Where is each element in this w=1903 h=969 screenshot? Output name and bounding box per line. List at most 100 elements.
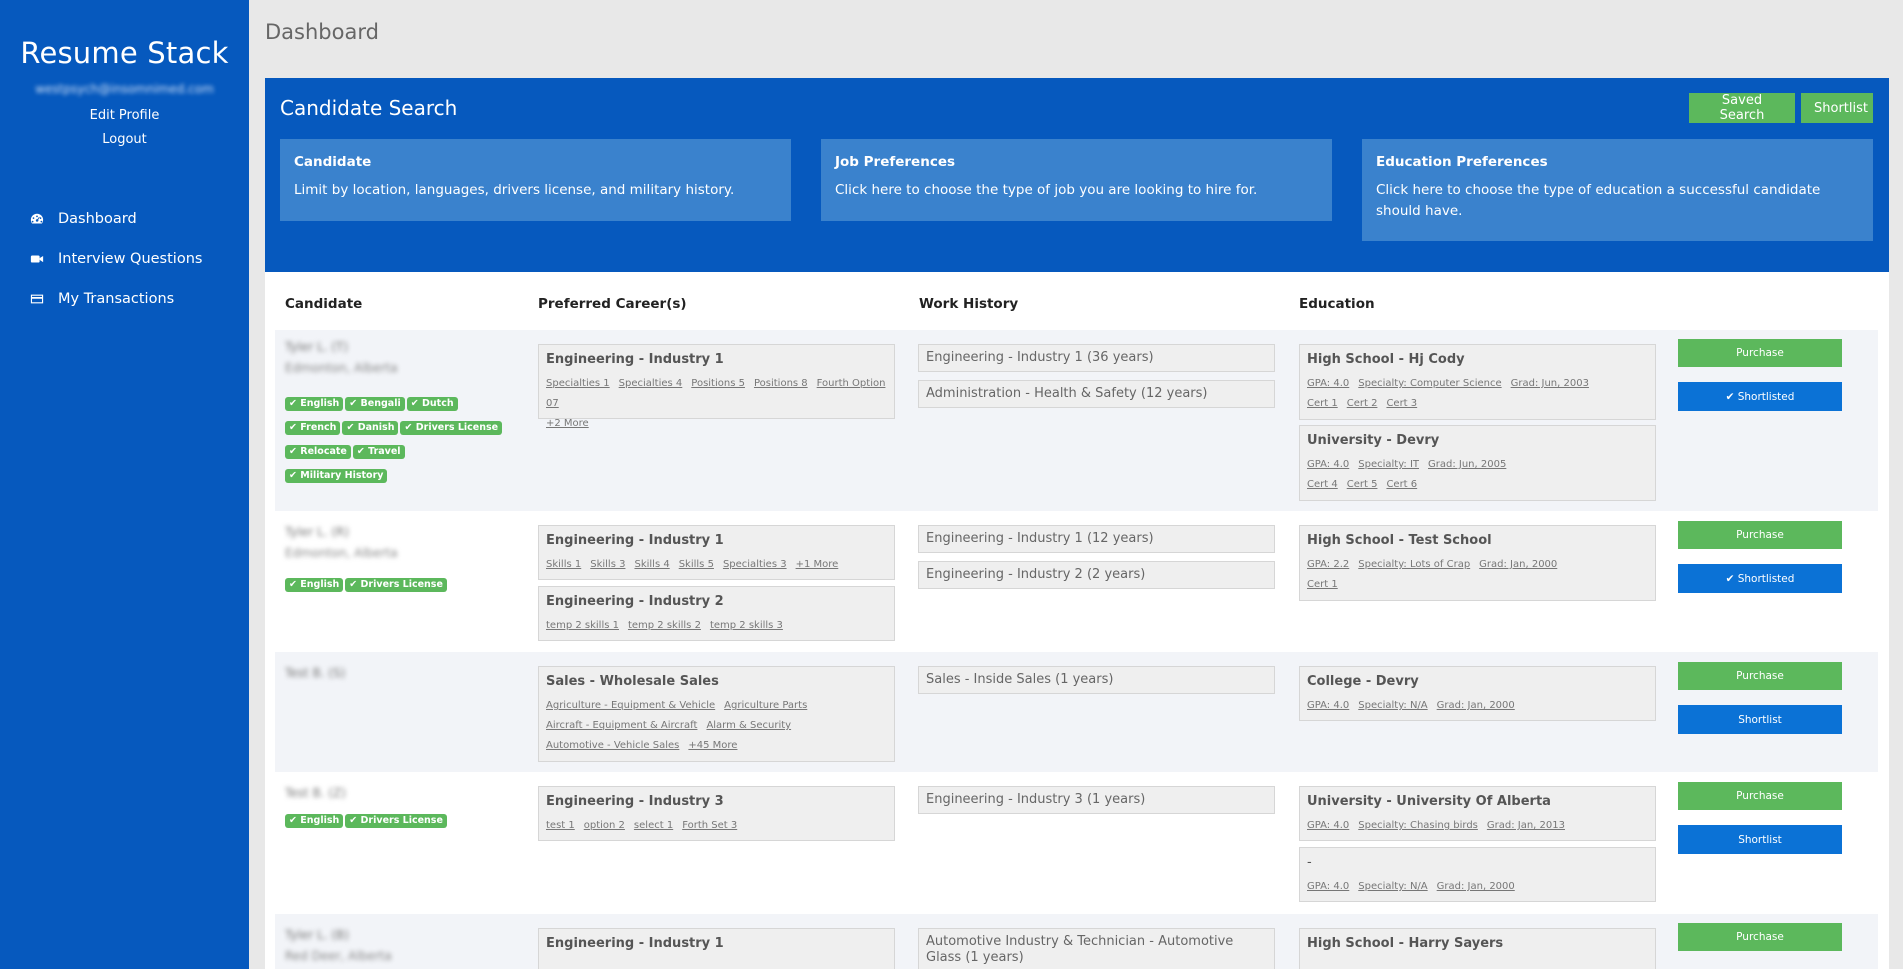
- career-link[interactable]: Agriculture Parts: [724, 700, 808, 711]
- cert-link[interactable]: Cert 4: [1307, 479, 1338, 490]
- candidate-filter-box[interactable]: Candidate Limit by location, languages, …: [280, 139, 791, 221]
- edit-profile-link[interactable]: Edit Profile: [89, 108, 160, 123]
- education-link[interactable]: Grad: Jun, 2003: [1510, 378, 1589, 389]
- career-link[interactable]: option 2: [583, 820, 625, 831]
- career-link[interactable]: select 1: [633, 820, 674, 831]
- education-link[interactable]: Specialty: N/A: [1358, 881, 1428, 892]
- box-text: Click here to choose the type of job you…: [835, 182, 1258, 198]
- education-links: GPA: 2.2 Specialty: Lots of Crap Grad: Jan…: [1307, 555, 1648, 595]
- education-link[interactable]: Specialty: IT: [1358, 459, 1420, 470]
- education-link[interactable]: GPA: 2.2: [1307, 559, 1350, 570]
- education-link[interactable]: GPA: 4.0: [1307, 820, 1350, 831]
- header-preferred-careers: Preferred Career(s): [538, 296, 687, 312]
- tag-badge: ✔ English: [285, 578, 344, 592]
- sidebar-item-dashboard[interactable]: Dashboard: [0, 199, 249, 239]
- sidebar-item-my-transactions[interactable]: My Transactions: [0, 279, 249, 319]
- education-link[interactable]: Grad: Jan, 2000: [1436, 700, 1515, 711]
- career-link[interactable]: Specialties 1: [546, 378, 610, 389]
- education-title: University - Devry: [1307, 433, 1440, 448]
- sidebar-item-label: My Transactions: [58, 291, 175, 307]
- career-card: Engineering - Industry 2 temp 2 skills 1…: [538, 586, 895, 641]
- career-link[interactable]: Forth Set 3: [682, 820, 738, 831]
- box-text: Click here to choose the type of educati…: [1376, 182, 1821, 219]
- more-link[interactable]: +1 More: [795, 559, 839, 570]
- career-link[interactable]: Skills 1: [546, 559, 582, 570]
- education-link[interactable]: Specialty: Chasing birds: [1358, 820, 1478, 831]
- purchase-button[interactable]: Purchase: [1678, 923, 1842, 951]
- tag-badge: ✔ Travel: [352, 445, 405, 459]
- education-link[interactable]: GPA: 4.0: [1307, 378, 1350, 389]
- career-card: Sales - Wholesale Sales Agriculture - Eq…: [538, 666, 895, 762]
- work-history-item: Engineering - Industry 3 (1 years): [918, 786, 1275, 814]
- education-link[interactable]: GPA: 4.0: [1307, 881, 1350, 892]
- career-link[interactable]: Positions 8: [753, 378, 808, 389]
- education-link[interactable]: GPA: 4.0: [1307, 459, 1350, 470]
- brand-logo[interactable]: Resume Stack: [20, 36, 229, 70]
- shortlist-row-button[interactable]: Shortlist: [1678, 705, 1842, 734]
- career-title: Engineering - Industry 2: [546, 594, 724, 609]
- job-preferences-box[interactable]: Job Preferences Click here to choose the…: [821, 139, 1332, 221]
- cert-link[interactable]: Cert 1: [1307, 579, 1338, 590]
- career-link[interactable]: Specialties 3: [722, 559, 787, 570]
- shortlist-button[interactable]: Shortlist: [1801, 93, 1873, 123]
- sidebar-item-label: Interview Questions: [58, 251, 203, 267]
- logout-link[interactable]: Logout: [102, 132, 147, 147]
- education-link[interactable]: Grad: Jan, 2000: [1436, 881, 1515, 892]
- tag-badge: ✔ Relocate: [285, 445, 351, 459]
- education-link[interactable]: Grad: Jan, 2013: [1486, 820, 1565, 831]
- shortlisted-button[interactable]: ✔ Shortlisted: [1678, 564, 1842, 593]
- purchase-button[interactable]: Purchase: [1678, 662, 1842, 690]
- career-link[interactable]: Positions 5: [691, 378, 745, 389]
- cert-link[interactable]: Cert 6: [1386, 479, 1418, 490]
- page-title: Dashboard: [265, 20, 379, 44]
- education-link[interactable]: Specialty: Lots of Crap: [1358, 559, 1471, 570]
- education-link[interactable]: Specialty: N/A: [1358, 700, 1428, 711]
- saved-search-button[interactable]: Saved Search: [1689, 93, 1795, 123]
- purchase-button[interactable]: Purchase: [1678, 782, 1842, 810]
- career-link[interactable]: temp 2 skills 1: [546, 620, 619, 631]
- education-preferences-box[interactable]: Education Preferences Click here to choo…: [1362, 139, 1873, 241]
- header-candidate: Candidate: [285, 296, 363, 312]
- more-link[interactable]: +45 More: [688, 740, 738, 751]
- career-link[interactable]: Specialties 4: [618, 378, 683, 389]
- cert-link[interactable]: Cert 5: [1346, 479, 1378, 490]
- career-link[interactable]: Skills 5: [678, 559, 714, 570]
- cert-link[interactable]: Cert 2: [1346, 398, 1378, 409]
- box-title: Job Preferences: [835, 154, 956, 170]
- education-links: GPA: 4.0 Specialty: N/A Grad: Jan, 2000: [1307, 696, 1648, 716]
- tag-badge: ✔ English: [285, 814, 344, 828]
- career-link[interactable]: temp 2 skills 3: [709, 620, 783, 631]
- career-link[interactable]: Aircraft - Equipment & Aircraft: [546, 720, 698, 731]
- purchase-button[interactable]: Purchase: [1678, 339, 1842, 367]
- cert-link[interactable]: Cert 1: [1307, 398, 1338, 409]
- career-link[interactable]: Fourth Option 07: [546, 378, 886, 409]
- shortlisted-button[interactable]: ✔ Shortlisted: [1678, 382, 1842, 411]
- career-link[interactable]: Automotive - Vehicle Sales: [546, 740, 680, 751]
- career-link[interactable]: Skills 4: [634, 559, 670, 570]
- candidate-name[interactable]: Test B. (Z): [285, 786, 346, 800]
- career-link[interactable]: temp 2 skills 2: [627, 620, 701, 631]
- more-link[interactable]: +2 More: [546, 418, 589, 429]
- education-link[interactable]: GPA: 4.0: [1307, 700, 1350, 711]
- candidate-name[interactable]: Tyler L. (B): [285, 928, 349, 942]
- career-link[interactable]: Agriculture - Equipment & Vehicle: [546, 700, 716, 711]
- sidebar-item-interview-questions[interactable]: Interview Questions: [0, 239, 249, 279]
- candidate-tags: ✔ English ✔ Bengali ✔ Dutch ✔ French ✔ Danis…: [285, 391, 510, 487]
- candidate-name[interactable]: Tyler L. (T): [285, 340, 349, 354]
- career-link[interactable]: Alarm & Security: [706, 720, 792, 731]
- candidate-name[interactable]: Test B. (S): [285, 666, 346, 680]
- education-title: High School - Harry Sayers: [1307, 936, 1504, 951]
- candidate-name[interactable]: Tyler L. (R): [285, 525, 350, 539]
- purchase-button[interactable]: Purchase: [1678, 521, 1842, 549]
- cert-link[interactable]: Cert 3: [1386, 398, 1418, 409]
- box-text: Limit by location, languages, drivers li…: [294, 182, 735, 198]
- career-link[interactable]: Skills 3: [590, 559, 626, 570]
- education-link[interactable]: Specialty: Computer Science: [1358, 378, 1502, 389]
- career-title: Sales - Wholesale Sales: [546, 674, 719, 689]
- education-link[interactable]: Grad: Jun, 2005: [1428, 459, 1507, 470]
- education-card: University - Devry GPA: 4.0 Specialty: IT…: [1299, 425, 1656, 501]
- career-link[interactable]: test 1: [546, 820, 575, 831]
- education-link[interactable]: Grad: Jan, 2000: [1479, 559, 1558, 570]
- shortlist-row-button[interactable]: Shortlist: [1678, 825, 1842, 854]
- career-card: Engineering - Industry 1 Skills 1 Skills …: [538, 525, 895, 580]
